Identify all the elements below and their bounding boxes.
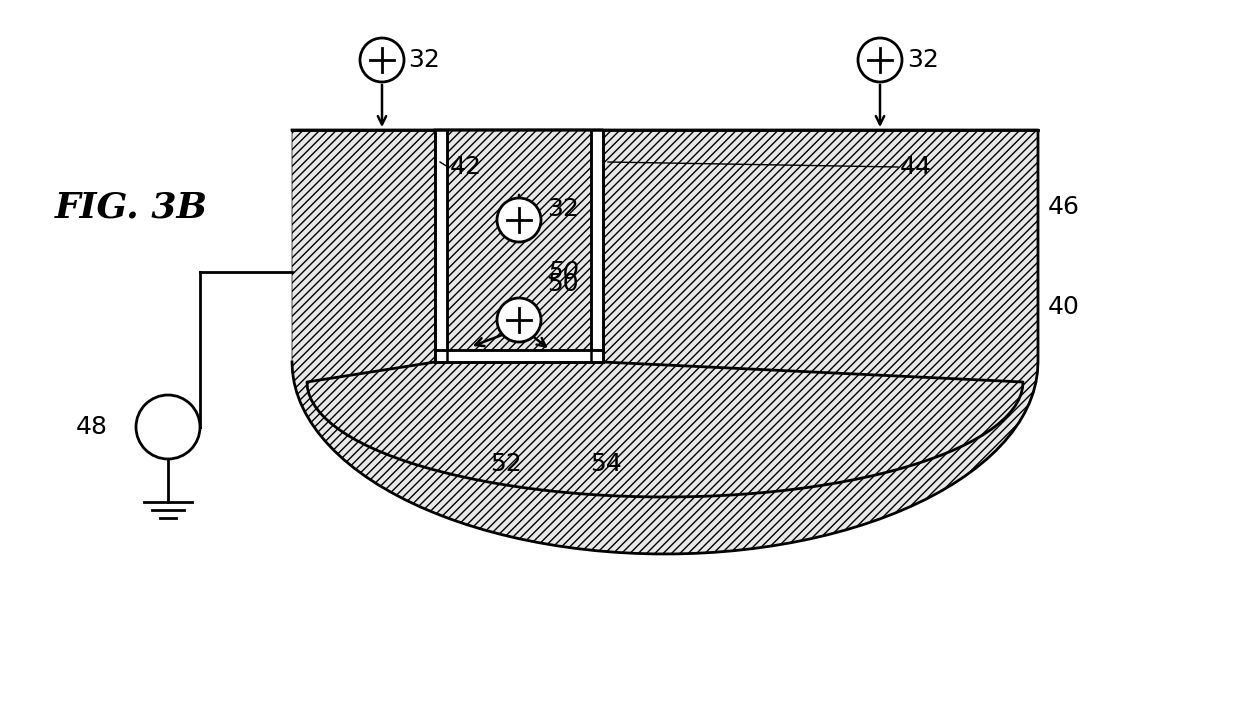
Circle shape (497, 298, 541, 342)
Circle shape (360, 38, 404, 82)
Text: V: V (160, 415, 176, 439)
PathPatch shape (291, 130, 1038, 554)
Text: 42: 42 (450, 155, 482, 179)
Circle shape (497, 198, 541, 242)
Text: 32: 32 (906, 48, 939, 72)
Bar (591, 130, 603, 362)
Bar (435, 350, 603, 362)
Text: 32: 32 (408, 48, 440, 72)
Text: 46: 46 (1048, 195, 1080, 219)
Text: 48: 48 (76, 415, 108, 439)
Circle shape (136, 395, 200, 459)
Text: 32: 32 (547, 197, 579, 221)
Text: 52: 52 (490, 452, 522, 476)
Text: 40: 40 (1048, 295, 1080, 319)
Text: FIG. 3B: FIG. 3B (55, 190, 208, 224)
Text: 50: 50 (547, 260, 579, 284)
Bar (435, 130, 446, 362)
Text: 54: 54 (590, 452, 621, 476)
Text: 50: 50 (547, 272, 579, 296)
Text: 44: 44 (900, 155, 932, 179)
Circle shape (858, 38, 901, 82)
